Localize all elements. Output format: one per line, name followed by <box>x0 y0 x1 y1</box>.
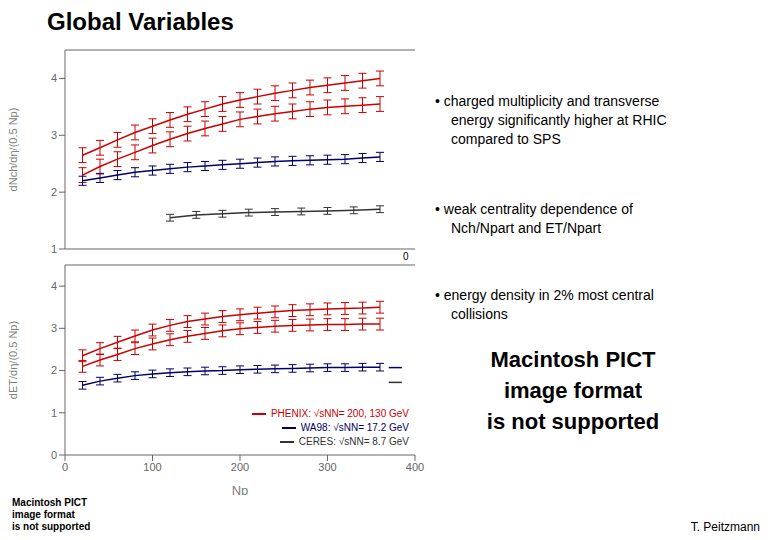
svg-text:4: 4 <box>51 280 57 292</box>
svg-text:1: 1 <box>51 407 57 419</box>
svg-text:dNch/dη/(0.5 Np): dNch/dη/(0.5 Np) <box>8 108 19 192</box>
svg-text:0: 0 <box>62 461 68 473</box>
html-text:• weak centrality dependence o: • weak centrality dependence of Nch/Npar… <box>435 201 633 236</box>
svg-text:4: 4 <box>51 72 57 84</box>
svg-text:200: 200 <box>231 461 249 473</box>
svg-text:dET/dη/(0.5 Np): dET/dη/(0.5 Np) <box>8 321 19 399</box>
html-text:Global Variables: Global Variables <box>47 8 234 35</box>
svg-text:300: 300 <box>318 461 336 473</box>
svg-text:100: 100 <box>143 461 161 473</box>
svg-text:Np: Np <box>232 483 249 495</box>
svg-text:1: 1 <box>51 243 57 255</box>
html-text:CERES: √sNN= 8.7 GeV: CERES: √sNN= 8.7 GeV <box>298 436 409 447</box>
svg-text:2: 2 <box>51 186 57 198</box>
html-text:T. Peitzmann: T. Peitzmann <box>690 520 760 534</box>
svg-text:400: 400 <box>406 461 424 473</box>
svg-text:0: 0 <box>51 449 57 461</box>
svg-text:2: 2 <box>51 364 57 376</box>
html-text:• charged multiplicity and tra: • charged multiplicity and transverse en… <box>435 93 667 147</box>
html-text:• energy density in 2% most ce: • energy density in 2% most central coll… <box>435 287 654 322</box>
html-text:Macintosh PICT image format is: Macintosh PICT image format is not suppo… <box>12 497 91 532</box>
html-text:0: 0 <box>403 251 409 262</box>
svg-text:3: 3 <box>51 129 57 141</box>
svg-text:3: 3 <box>51 322 57 334</box>
html-text:PHENIX: √sNN= 200, 130 GeV: PHENIX: √sNN= 200, 130 GeV <box>270 408 409 419</box>
html-text:Macintosh PICT image format is: Macintosh PICT image format is not suppo… <box>486 347 660 434</box>
html-text:WA98: √sNN= 17.2 GeV: WA98: √sNN= 17.2 GeV <box>300 422 409 433</box>
